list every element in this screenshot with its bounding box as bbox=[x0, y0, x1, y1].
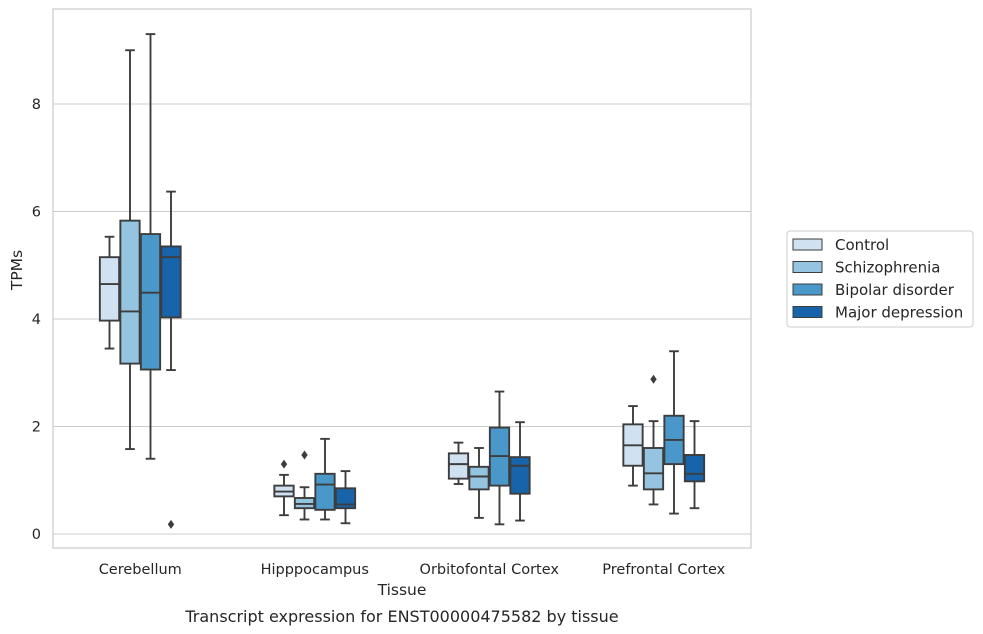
box-plot bbox=[273, 459, 295, 517]
y-tick-label: 2 bbox=[32, 420, 41, 436]
box-body bbox=[447, 452, 470, 480]
x-tick-label: Cerebellum bbox=[99, 562, 182, 578]
legend-swatch bbox=[792, 261, 823, 273]
box-body bbox=[139, 233, 162, 371]
box-plot bbox=[447, 441, 470, 485]
x-axis-title: Tissue bbox=[377, 581, 427, 599]
box-body bbox=[98, 256, 121, 322]
box-body bbox=[314, 472, 336, 511]
box-body bbox=[509, 456, 531, 495]
y-tick-label: 0 bbox=[32, 527, 41, 543]
y-axis-title: TPMs bbox=[8, 250, 26, 291]
y-tick-label: 8 bbox=[32, 97, 41, 113]
legend-label: Schizophrenia bbox=[835, 259, 940, 277]
box-plot bbox=[683, 420, 706, 510]
outlier-point bbox=[301, 450, 308, 460]
box-body bbox=[683, 454, 706, 483]
box-body bbox=[334, 487, 357, 510]
legend-swatch bbox=[792, 283, 823, 296]
box-plots bbox=[98, 33, 706, 529]
legend-label: Control bbox=[835, 236, 889, 254]
box-body bbox=[160, 245, 182, 319]
legend-item: Bipolar disorder bbox=[792, 281, 955, 299]
outlier-point bbox=[650, 374, 657, 384]
legend: Control Schizophrenia Bipolar disorder Majo… bbox=[786, 230, 974, 328]
box-body bbox=[468, 465, 490, 491]
box-plot bbox=[509, 421, 531, 522]
x-tick-label: Hipppocampus bbox=[261, 562, 369, 578]
legend-swatch bbox=[792, 306, 823, 318]
x-tick-label: Prefrontal Cortex bbox=[602, 562, 725, 578]
box-plot bbox=[334, 470, 357, 525]
box-body bbox=[642, 447, 665, 491]
box-plot bbox=[468, 447, 490, 519]
outlier-point bbox=[167, 519, 175, 529]
y-axis-ticks: 0 2 4 6 8 bbox=[32, 97, 41, 543]
box-plot bbox=[622, 405, 644, 487]
legend-item: Control bbox=[792, 236, 889, 254]
legend-item: Schizophrenia bbox=[792, 259, 940, 277]
box-plot bbox=[293, 450, 316, 521]
box-plot bbox=[642, 374, 665, 506]
y-tick-label: 6 bbox=[32, 205, 41, 221]
legend-label: Major depression bbox=[835, 304, 963, 322]
box-plot bbox=[119, 49, 141, 451]
box-plot bbox=[663, 350, 685, 515]
legend-item: Major depression bbox=[792, 304, 963, 322]
x-axis-ticks: Cerebellum Hipppocampus Orbitofontal Corte… bbox=[99, 562, 726, 578]
y-tick-label: 4 bbox=[32, 312, 41, 328]
legend-label: Bipolar disorder bbox=[835, 281, 955, 299]
x-tick-label: Orbitofontal Cortex bbox=[420, 562, 560, 578]
box-plot bbox=[139, 33, 162, 460]
plot-area-frame bbox=[52, 8, 752, 549]
box-plot bbox=[98, 235, 121, 350]
legend-frame bbox=[786, 230, 974, 328]
outlier-point bbox=[280, 459, 288, 469]
chart-caption: Transcript expression for ENST0000047558… bbox=[184, 607, 618, 626]
box-plot bbox=[160, 190, 182, 529]
box-plot bbox=[314, 437, 336, 521]
box-plot bbox=[488, 390, 511, 526]
box-body bbox=[119, 219, 141, 365]
legend-swatch bbox=[792, 238, 823, 251]
